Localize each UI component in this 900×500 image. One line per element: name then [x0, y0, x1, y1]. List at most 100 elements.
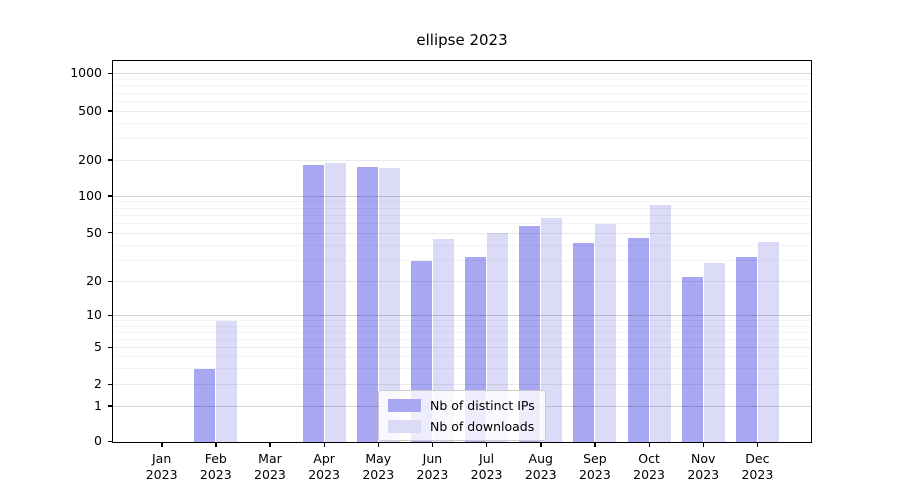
bar-downloads-jul: [487, 232, 509, 442]
x-tick-label-mar: Mar 2023: [254, 451, 286, 482]
legend-label-distinct-ips: Nb of distinct IPs: [430, 397, 535, 413]
y-tick-mark: [108, 159, 112, 161]
x-tick-label-nov: Nov 2023: [687, 451, 720, 482]
y-tick-label-1000: 1000: [70, 65, 102, 81]
x-tick-mark: [323, 443, 325, 447]
y-tick-mark: [108, 280, 112, 283]
y-tick-mark: [108, 405, 112, 407]
minor-gridline-y-400: [113, 122, 811, 124]
x-tick-mark: [594, 443, 596, 447]
x-tick-label-jun: Jun 2023: [416, 451, 449, 482]
bar-distinct-ips-sep: [573, 242, 595, 442]
y-tick-label-200: 200: [78, 151, 102, 167]
minor-gridline-y-700: [113, 92, 811, 94]
minor-gridline-y-600: [113, 100, 811, 102]
gridline-y-200: [113, 159, 811, 161]
minor-gridline-y-3: [113, 367, 811, 369]
y-tick-label-50: 50: [86, 224, 102, 240]
legend-item-distinct-ips: Nb of distinct IPs: [388, 397, 536, 413]
x-tick-label-jul: Jul 2023: [470, 451, 503, 482]
gridline-y-50: [113, 232, 811, 234]
bar-distinct-ips-apr: [302, 164, 324, 442]
bar-distinct-ips-feb: [194, 368, 216, 442]
y-tick-mark: [108, 314, 112, 317]
minor-gridline-y-7: [113, 331, 811, 333]
bar-downloads-nov: [703, 262, 725, 442]
legend-swatch-distinct-ips: [388, 398, 421, 412]
y-tick-label-0: 0: [94, 433, 102, 448]
gridline-y-2: [113, 384, 811, 386]
minor-gridline-y-9: [113, 320, 811, 322]
minor-gridline-y-80: [113, 207, 811, 209]
bar-downloads-apr: [324, 162, 346, 442]
minor-gridline-y-60: [113, 222, 811, 224]
bar-downloads-sep: [595, 223, 617, 442]
bar-downloads-dec: [757, 241, 779, 442]
y-tick-mark: [108, 383, 112, 386]
bar-distinct-ips-dec: [735, 257, 757, 442]
minor-gridline-y-6: [113, 338, 811, 340]
gridline-y-10: [113, 315, 811, 317]
y-tick-label-500: 500: [78, 102, 102, 118]
x-tick-label-may: May 2023: [362, 451, 395, 482]
bar-downloads-oct: [649, 205, 671, 442]
x-tick-label-aug: Aug 2023: [524, 451, 557, 482]
x-tick-label-oct: Oct 2023: [633, 451, 665, 482]
minor-gridline-y-40: [113, 244, 811, 246]
y-tick-label-2: 2: [94, 376, 102, 392]
x-tick-label-jan: Jan 2023: [145, 451, 178, 482]
x-tick-mark: [486, 443, 488, 447]
plot-area: Nb of distinct IPs Nb of downloads: [112, 60, 812, 443]
bar-distinct-ips-oct: [627, 238, 649, 442]
y-tick-mark: [108, 195, 112, 197]
y-tick-mark: [108, 440, 112, 442]
minor-gridline-y-300: [113, 138, 811, 140]
gridline-y-1000: [113, 73, 811, 75]
bar-downloads-may: [378, 168, 400, 442]
minor-gridline-y-70: [113, 214, 811, 216]
minor-gridline-y-30: [113, 259, 811, 261]
x-tick-mark: [215, 443, 217, 447]
minor-gridline-y-90: [113, 201, 811, 203]
gridline-y-100: [113, 195, 811, 197]
bar-downloads-feb: [216, 321, 238, 442]
minor-gridline-y-4: [113, 356, 811, 358]
x-tick-label-apr: Apr 2023: [308, 451, 341, 482]
legend-item-downloads: Nb of downloads: [388, 418, 536, 434]
gridline-y-5: [113, 347, 811, 349]
legend: Nb of distinct IPs Nb of downloads: [378, 390, 546, 441]
y-tick-mark: [108, 110, 112, 112]
y-tick-label-5: 5: [94, 339, 102, 355]
x-tick-mark: [431, 443, 434, 447]
x-tick-mark: [648, 443, 650, 447]
y-tick-mark: [108, 346, 112, 349]
x-tick-label-feb: Feb 2023: [199, 451, 232, 482]
x-tick-mark: [161, 443, 163, 447]
x-tick-mark: [540, 443, 542, 447]
gridline-y-500: [113, 110, 811, 112]
y-tick-label-20: 20: [86, 273, 102, 289]
y-tick-mark: [108, 232, 112, 234]
y-tick-label-100: 100: [78, 187, 102, 203]
minor-gridline-y-800: [113, 85, 811, 87]
x-tick-mark: [377, 443, 380, 447]
bar-distinct-ips-nov: [681, 277, 703, 442]
x-tick-mark: [756, 443, 759, 447]
bar-downloads-aug: [541, 218, 563, 442]
bar-distinct-ips-may: [356, 167, 378, 442]
y-tick-mark: [108, 72, 112, 75]
minor-gridline-y-8: [113, 325, 811, 327]
gridline-y-20: [113, 281, 811, 283]
legend-swatch-downloads: [388, 419, 421, 433]
minor-gridline-y-900: [113, 78, 811, 80]
bar-distinct-ips-aug: [519, 225, 541, 442]
gridlines-layer: [113, 61, 811, 442]
y-tick-label-10: 10: [86, 307, 102, 323]
x-tick-label-dec: Dec 2023: [741, 451, 774, 482]
x-tick-mark: [702, 443, 705, 447]
x-tick-label-sep: Sep 2023: [578, 451, 611, 482]
x-tick-mark: [269, 443, 271, 447]
chart-title: ellipse 2023: [416, 31, 508, 49]
legend-label-downloads: Nb of downloads: [430, 418, 535, 434]
